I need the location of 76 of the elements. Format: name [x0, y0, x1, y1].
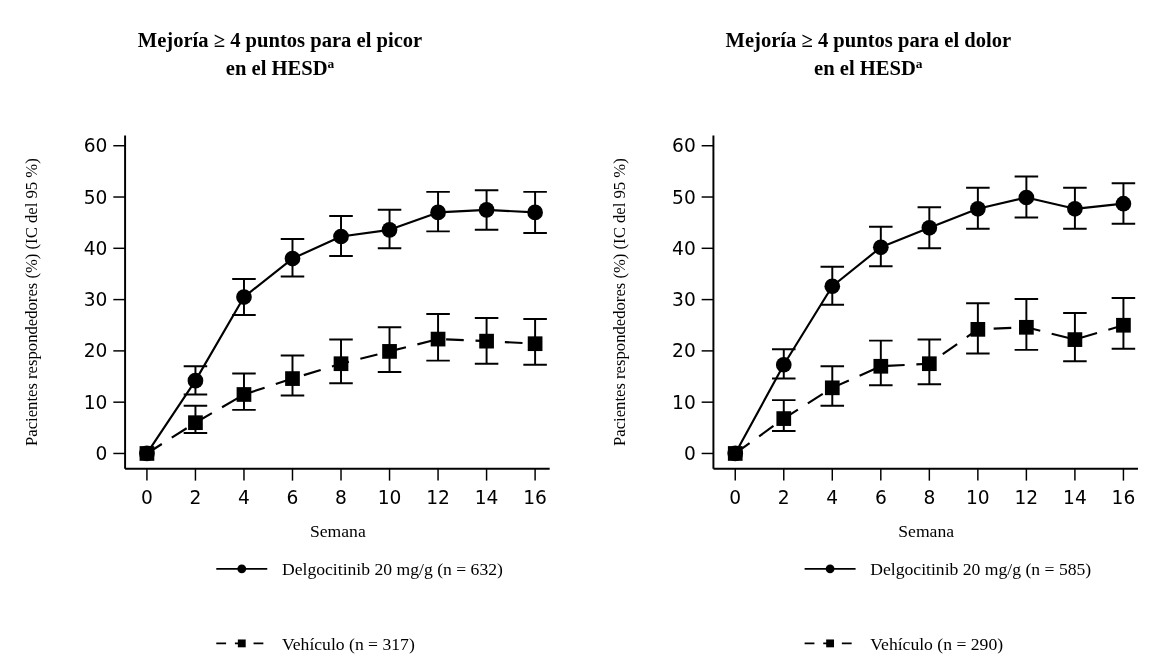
x-tick-label: 10 — [966, 487, 990, 509]
y-tick-label: 50 — [672, 186, 696, 208]
point — [478, 202, 495, 218]
point — [1067, 200, 1083, 217]
point — [430, 331, 446, 347]
point — [527, 336, 543, 352]
point — [527, 204, 543, 221]
legend-label: Vehículo (n = 290) — [870, 633, 1004, 654]
y-tick-label: 30 — [83, 289, 108, 311]
x-tick-label: 14 — [1063, 487, 1087, 509]
point — [872, 239, 889, 256]
chart-title: Mejoría ≥ 4 puntos para el dolor en el HESD$^{a}$ — [725, 29, 1012, 79]
point — [873, 358, 889, 374]
point — [1116, 317, 1131, 333]
point — [824, 278, 841, 295]
chart-title: Mejoría ≥ 4 puntos para el picor en el HESD$^{a}$ — [137, 29, 423, 79]
point — [284, 250, 301, 267]
x-tick-label: 12 — [426, 487, 450, 509]
point — [285, 371, 300, 386]
y-tick-label: 40 — [83, 237, 108, 259]
point — [775, 356, 792, 373]
x-tick-label: 10 — [377, 487, 402, 509]
y-tick-label: 60 — [672, 135, 696, 157]
point — [188, 415, 203, 431]
point — [1019, 319, 1034, 335]
point — [1067, 332, 1083, 347]
y-axis-title: Pacientes respondedores (%) (IC del 95 %) — [21, 158, 41, 447]
x-tick-label: 0 — [729, 487, 742, 509]
x-tick-label: 6 — [286, 487, 299, 509]
legend-label: Delgocitinib 20 mg/g (n = 632) — [281, 559, 504, 580]
point — [1018, 189, 1035, 206]
y-tick-label: 40 — [672, 237, 696, 259]
point — [921, 219, 938, 236]
point — [333, 228, 349, 245]
point — [1115, 195, 1132, 212]
x-axis-title: Semana — [898, 521, 955, 542]
x-tick-label: 4 — [238, 487, 250, 509]
x-tick-label: 6 — [874, 487, 887, 509]
point — [187, 372, 204, 389]
y-tick-label: 30 — [672, 289, 696, 311]
y-tick-label: 20 — [83, 340, 108, 362]
point — [236, 387, 252, 402]
x-tick-label: 2 — [777, 487, 790, 509]
y-tick-label: 10 — [672, 391, 696, 413]
point — [776, 411, 792, 426]
point — [479, 333, 494, 349]
point — [824, 380, 840, 396]
x-tick-label: 16 — [523, 487, 547, 509]
y-tick-label: 50 — [83, 186, 108, 208]
x-tick-label: 14 — [474, 487, 499, 509]
point — [727, 446, 743, 461]
point — [333, 356, 349, 372]
x-tick-label: 2 — [189, 487, 202, 509]
legend-label: Vehículo (n = 317) — [281, 633, 415, 654]
point — [430, 204, 446, 221]
point — [970, 200, 986, 217]
legend-label: Delgocitinib 20 mg/g (n = 585) — [870, 559, 1092, 580]
y-tick-label: 60 — [83, 135, 108, 157]
x-tick-label: 12 — [1014, 487, 1039, 509]
y-tick-label: 10 — [83, 391, 108, 413]
x-tick-label: 4 — [826, 487, 839, 509]
x-tick-label: 8 — [923, 487, 936, 509]
x-tick-label: 8 — [335, 487, 347, 509]
point — [381, 222, 398, 238]
y-tick-label: 0 — [683, 442, 696, 464]
point — [236, 289, 252, 305]
x-tick-label: 16 — [1111, 487, 1136, 509]
point — [139, 446, 155, 461]
point — [921, 356, 937, 372]
x-tick-label: 0 — [140, 487, 153, 509]
y-tick-label: 0 — [95, 442, 108, 464]
y-tick-label: 20 — [672, 340, 696, 362]
x-axis-title: Semana — [309, 521, 366, 542]
y-axis-title: Pacientes respondedores (%) (IC del 95 %) — [610, 158, 630, 447]
point — [382, 344, 397, 359]
point — [970, 321, 986, 337]
